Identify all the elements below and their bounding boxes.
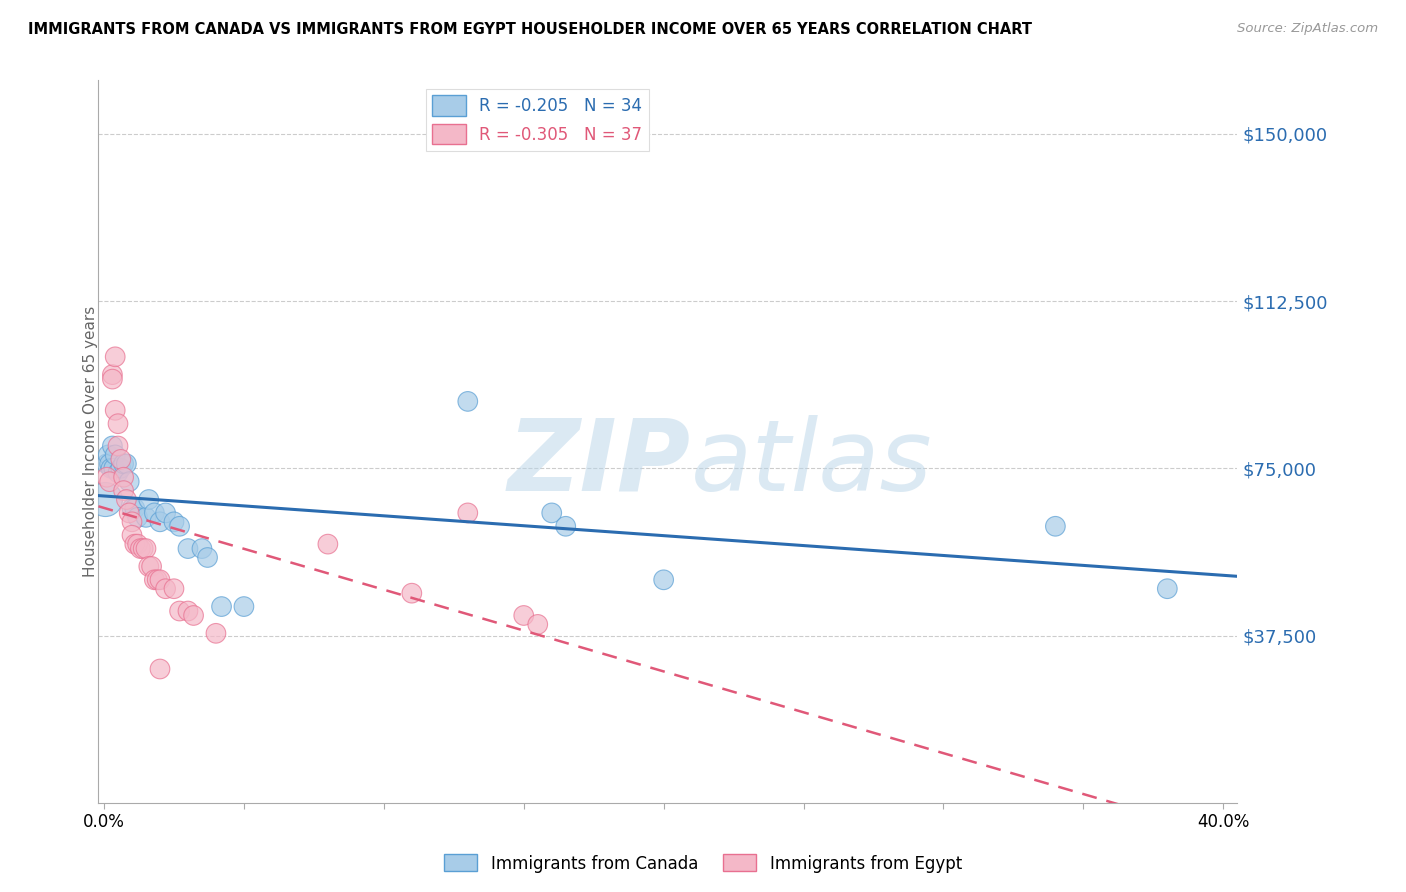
Point [118,475,141,489]
Point [1156,582,1178,596]
Point [124,501,146,516]
Point [112,483,135,498]
Point [118,506,141,520]
Point [121,515,143,529]
Text: atlas: atlas [690,415,932,512]
Point [101,372,124,386]
Point [457,394,479,409]
Point [107,466,129,480]
Point [97,448,120,462]
Point [127,510,149,524]
Point [107,439,129,453]
Point [540,506,562,520]
Point [169,604,191,618]
Point [205,626,228,640]
Point [526,617,548,632]
Point [155,506,177,520]
Point [129,541,152,556]
Point [103,461,125,475]
Point [112,470,135,484]
Point [98,475,121,489]
Point [132,541,155,556]
Point [138,559,160,574]
Point [104,403,127,417]
Legend: R = -0.205   N = 34, R = -0.305   N = 37: R = -0.205 N = 34, R = -0.305 N = 37 [426,88,648,151]
Text: Source: ZipAtlas.com: Source: ZipAtlas.com [1237,22,1378,36]
Point [401,586,423,600]
Point [163,515,186,529]
Point [163,582,186,596]
Text: IMMIGRANTS FROM CANADA VS IMMIGRANTS FROM EGYPT HOUSEHOLDER INCOME OVER 65 YEARS: IMMIGRANTS FROM CANADA VS IMMIGRANTS FRO… [28,22,1032,37]
Y-axis label: Householder Income Over 65 years: Householder Income Over 65 years [83,306,97,577]
Point [98,457,121,471]
Point [104,350,127,364]
Point [143,506,166,520]
Point [554,519,576,533]
Point [177,604,200,618]
Point [138,492,160,507]
Point [94,492,117,507]
Point [191,541,214,556]
Point [149,573,172,587]
Point [169,519,191,533]
Point [100,461,122,475]
Legend: Immigrants from Canada, Immigrants from Egypt: Immigrants from Canada, Immigrants from … [437,847,969,880]
Point [112,457,135,471]
Point [104,448,127,462]
Point [1045,519,1067,533]
Point [101,368,124,382]
Point [107,417,129,431]
Point [177,541,200,556]
Point [197,550,219,565]
Point [121,528,143,542]
Point [652,573,675,587]
Point [143,573,166,587]
Point [124,537,146,551]
Point [110,461,132,475]
Point [96,470,118,484]
Point [457,506,479,520]
Point [146,573,169,587]
Point [115,492,138,507]
Point [135,541,157,556]
Point [135,510,157,524]
Point [127,537,149,551]
Point [316,537,339,551]
Point [110,452,132,467]
Point [513,608,536,623]
Point [211,599,233,614]
Point [141,559,163,574]
Point [149,662,172,676]
Point [149,515,172,529]
Text: ZIP: ZIP [508,415,690,512]
Point [101,439,124,453]
Point [115,457,138,471]
Point [121,501,143,516]
Point [232,599,254,614]
Point [183,608,205,623]
Point [155,582,177,596]
Point [96,457,118,471]
